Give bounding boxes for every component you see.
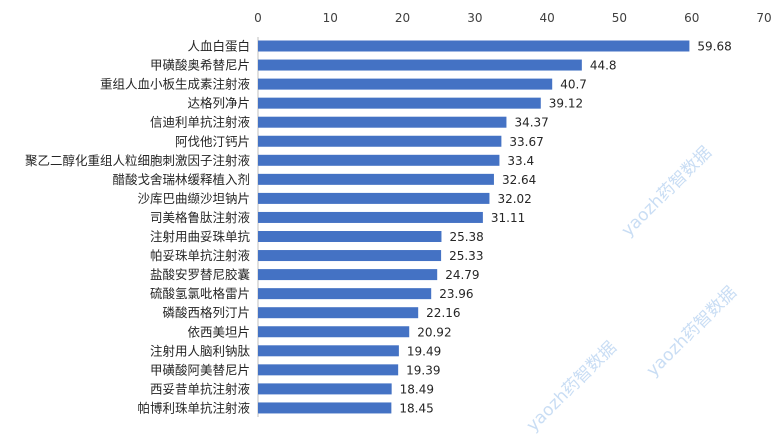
x-tick-label: 30 (467, 11, 482, 25)
bar (258, 364, 399, 376)
data-label: 20.92 (417, 325, 451, 339)
category-label: 帕妥珠单抗注射液 (150, 248, 251, 263)
bar (258, 59, 582, 71)
data-label: 32.64 (502, 173, 536, 187)
bar (258, 192, 490, 204)
category-label: 依西美坦片 (187, 324, 250, 339)
data-label: 18.45 (399, 401, 433, 415)
data-label: 40.7 (560, 78, 587, 92)
category-label: 阿伐他汀钙片 (175, 134, 250, 149)
bar (258, 231, 442, 242)
bar (258, 326, 410, 338)
category-label: 甲磺酸阿美替尼片 (150, 362, 250, 377)
category-label: 司美格鲁肽注射液 (150, 210, 251, 225)
bar (258, 40, 690, 52)
bar (258, 383, 392, 395)
bar (258, 116, 507, 128)
bar (258, 250, 442, 262)
data-label: 22.16 (426, 306, 460, 320)
data-label: 31.11 (491, 211, 525, 225)
x-tick-label: 0 (254, 11, 262, 25)
x-tick-label: 60 (684, 11, 699, 25)
bar (258, 288, 432, 300)
bar (258, 402, 392, 414)
bar (258, 154, 500, 166)
category-label: 帕博利珠单抗注射液 (137, 400, 250, 415)
bar (258, 307, 419, 319)
category-label: 注射用曲妥珠单抗 (150, 229, 251, 244)
category-label: 聚乙二醇化重组人粒细胞刺激因子注射液 (25, 153, 251, 168)
category-label: 达格列净片 (187, 96, 250, 111)
data-label: 44.8 (590, 59, 617, 73)
data-label: 23.96 (439, 287, 473, 301)
bar (258, 173, 494, 185)
category-label: 重组人血小板生成素注射液 (100, 77, 251, 92)
category-label: 信迪利单抗注射液 (150, 115, 251, 130)
category-label: 人血白蛋白 (187, 39, 250, 54)
data-label: 32.02 (497, 192, 531, 206)
category-label: 盐酸安罗替尼胶囊 (150, 267, 250, 282)
data-label: 25.38 (449, 230, 483, 244)
bar (258, 211, 483, 223)
data-label: 18.49 (400, 382, 434, 396)
bar (258, 135, 502, 147)
data-label: 59.68 (697, 40, 731, 54)
x-tick-label: 40 (540, 11, 555, 25)
bar (258, 97, 541, 109)
data-label: 39.12 (549, 97, 583, 111)
bar (258, 78, 553, 90)
category-label: 醋酸戈舍瑞林缓释植入剂 (112, 172, 250, 187)
data-label: 24.79 (445, 268, 479, 282)
category-label: 西妥昔单抗注射液 (150, 381, 251, 396)
bar-chart: 0 10 20 30 40 50 60 70 人血白蛋白 59.68 甲磺酸奥希替尼片 44.8 重组人… (25, 11, 772, 417)
category-label: 甲磺酸奥希替尼片 (150, 58, 250, 73)
x-tick-label: 10 (323, 11, 338, 25)
x-tick-label: 50 (612, 11, 627, 25)
data-label: 34.37 (514, 116, 548, 130)
data-label: 25.33 (449, 249, 483, 263)
bar (258, 269, 438, 281)
data-label: 33.67 (509, 135, 543, 149)
data-label: 19.39 (406, 363, 440, 377)
category-label: 注射用人脑利钠肽 (150, 343, 251, 358)
data-label: 33.4 (507, 154, 534, 168)
category-label: 沙库巴曲缬沙坦钠片 (137, 191, 250, 206)
bar (258, 345, 399, 357)
category-label: 磷酸西格列汀片 (162, 305, 250, 320)
x-tick-label: 20 (395, 11, 410, 25)
data-label: 19.49 (407, 344, 441, 358)
x-tick-label: 70 (756, 11, 771, 25)
category-label: 硫酸氢氯吡格雷片 (150, 286, 250, 301)
